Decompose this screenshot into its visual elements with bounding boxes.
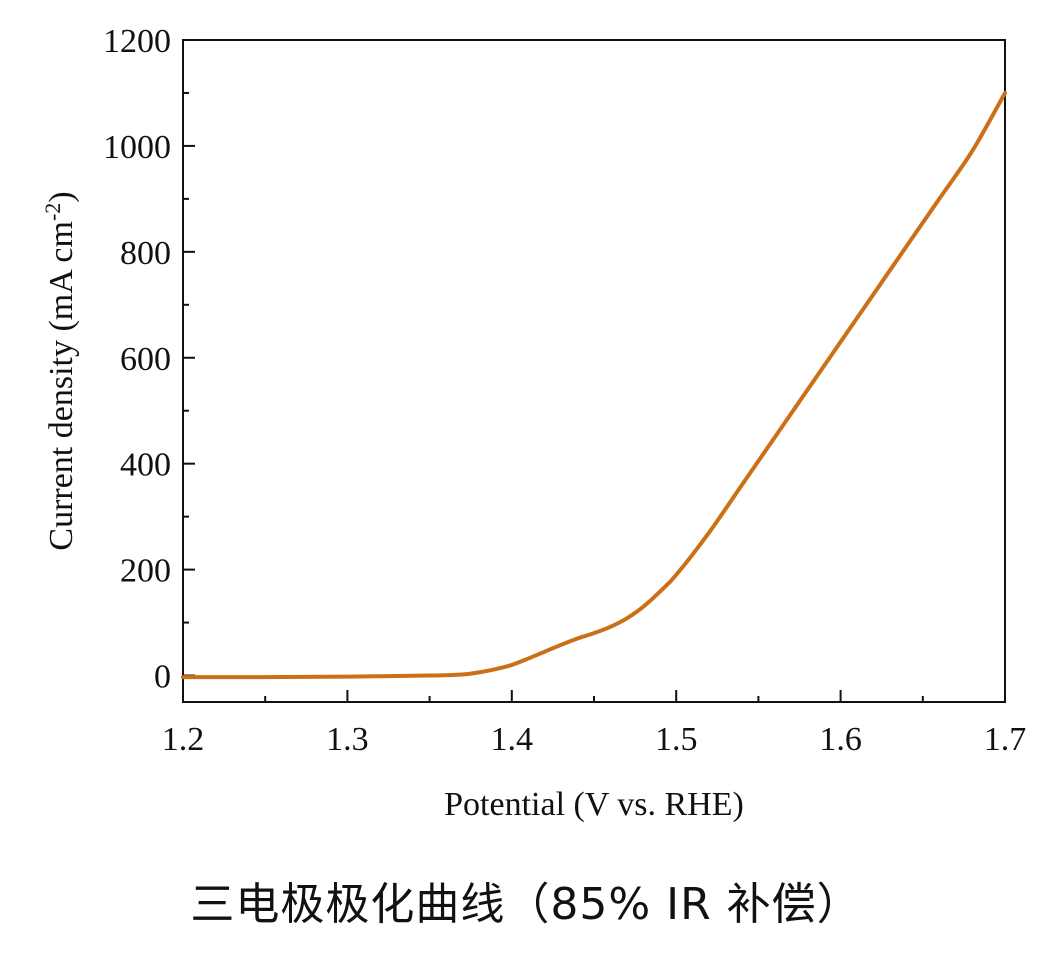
y-axis-title: Current density (mA cm-2) bbox=[40, 191, 80, 550]
y-axis-title-close: ) bbox=[43, 191, 80, 202]
series-layer bbox=[181, 90, 1007, 680]
series-line bbox=[181, 90, 1007, 680]
y-tick-label: 200 bbox=[120, 553, 171, 590]
x-tick-label: 1.5 bbox=[655, 721, 698, 758]
tick-marks bbox=[182, 39, 1006, 702]
y-tick-label: 1200 bbox=[103, 23, 171, 60]
x-axis-title: Potential (V vs. RHE) bbox=[444, 786, 744, 823]
y-tick-label: 1000 bbox=[103, 129, 171, 166]
y-tick-label: 0 bbox=[154, 659, 171, 696]
y-tick-label: 400 bbox=[120, 447, 171, 484]
x-tick-label: 1.2 bbox=[162, 721, 205, 758]
x-tick-label: 1.6 bbox=[819, 721, 862, 758]
y-axis-title-base: Current density (mA cm bbox=[43, 221, 80, 551]
x-tick-label: 1.4 bbox=[491, 721, 534, 758]
x-tick-labels: 1.2 1.3 1.4 1.5 1.6 1.7 bbox=[162, 721, 1027, 758]
figure-caption: 三电极极化曲线（85% IR 补偿） bbox=[190, 879, 862, 930]
y-tick-labels: 0 200 400 600 800 1000 1200 bbox=[103, 23, 171, 696]
x-tick-label: 1.3 bbox=[326, 721, 369, 758]
x-tick-label: 1.7 bbox=[984, 721, 1027, 758]
y-tick-label: 800 bbox=[120, 235, 171, 272]
plot-frame bbox=[182, 39, 1006, 703]
y-axis-title-superscript: -2 bbox=[40, 203, 65, 221]
y-tick-label: 600 bbox=[120, 341, 171, 378]
